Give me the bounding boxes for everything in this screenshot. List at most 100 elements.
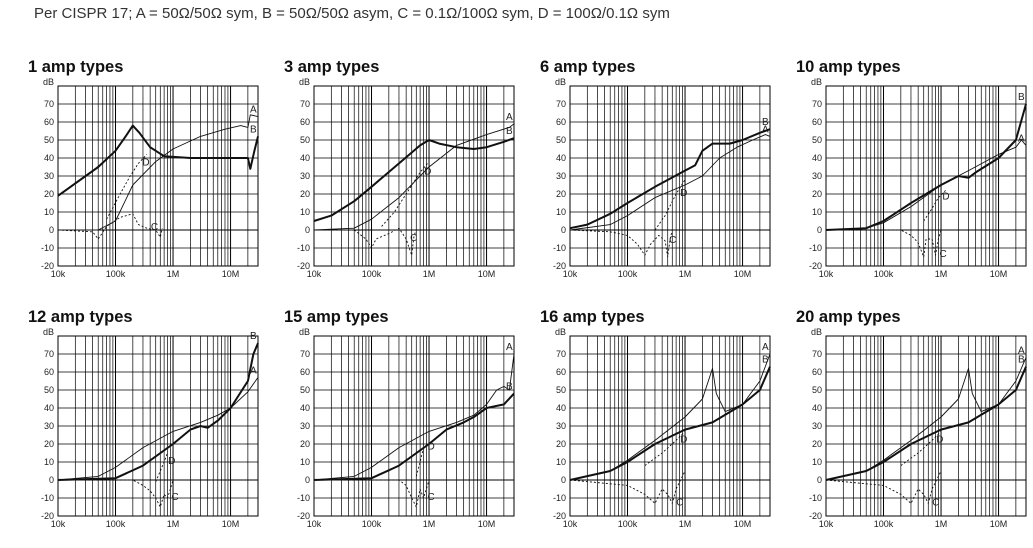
chart-15-amp: -20 -10 0 10 20 30 40 50 60 70 dB 10k 100k 1M 10M A B C D [297, 327, 515, 529]
y-tick-label: 60 [44, 367, 54, 377]
series-label-b: B [506, 126, 513, 137]
y-tick-label: 60 [812, 367, 822, 377]
y-tick-label: -10 [809, 493, 822, 503]
y-tick-label: 20 [300, 189, 310, 199]
y-axis-label: dB [811, 77, 822, 87]
series-line-a [569, 353, 771, 481]
series-line-b [825, 366, 1027, 481]
y-tick-label: 30 [556, 171, 566, 181]
chart-title: 1 amp types [28, 58, 124, 76]
y-tick-label: 40 [812, 403, 822, 413]
chart-title: 15 amp types [284, 308, 389, 326]
series-label-a: A [1018, 346, 1025, 357]
y-tick-label: -20 [809, 261, 822, 271]
y-tick-label: 10 [300, 207, 310, 217]
series-label-c: C [932, 497, 939, 508]
y-tick-label: 70 [44, 349, 54, 359]
y-tick-label: 30 [44, 421, 54, 431]
x-tick-label: 10k [307, 269, 322, 279]
y-axis-label: dB [555, 77, 566, 87]
series-line-d [644, 431, 686, 466]
series-line-b [57, 124, 259, 197]
series-label-c: C [669, 235, 676, 246]
x-tick-label: 10M [478, 269, 496, 279]
y-tick-label: 10 [556, 457, 566, 467]
chart-1-amp: -20 -10 0 10 20 30 40 50 60 70 dB 10k 100k 1M 10M AB C D [41, 77, 259, 279]
y-axis-label: dB [43, 77, 54, 87]
chart-title: 3 amp types [284, 58, 380, 76]
series-label-c: C [171, 492, 178, 503]
x-tick-label: 1M [679, 269, 692, 279]
x-tick-label: 1M [423, 269, 436, 279]
series-line-b [57, 342, 259, 481]
y-tick-label: 0 [817, 475, 822, 485]
y-tick-label: 20 [300, 439, 310, 449]
series-line-b [825, 103, 1027, 231]
y-tick-label: 70 [300, 99, 310, 109]
y-tick-label: 70 [44, 99, 54, 109]
x-tick-label: 1M [167, 269, 180, 279]
y-tick-label: 50 [812, 385, 822, 395]
series-line-b [569, 128, 771, 230]
page-title: Per CISPR 17; A = 50Ω/50Ω sym, B = 50Ω/5… [34, 5, 670, 22]
y-tick-label: 60 [44, 117, 54, 127]
x-tick-label: 1M [167, 519, 180, 529]
plot-frame [569, 85, 771, 267]
y-tick-label: -20 [297, 261, 310, 271]
y-tick-label: 10 [556, 207, 566, 217]
series-line-d [654, 179, 686, 231]
chart-title: 16 amp types [540, 308, 645, 326]
plot-frame [825, 335, 1027, 517]
x-tick-label: 10M [222, 519, 240, 529]
series-line-c [314, 227, 417, 256]
series-line-a [58, 114, 259, 231]
series-line-b [569, 366, 771, 481]
series-label-b: B [250, 124, 257, 135]
x-tick-label: 10k [51, 269, 66, 279]
plot-frame [57, 335, 259, 517]
series-label-b: B [762, 117, 769, 128]
y-tick-label: -10 [41, 243, 54, 253]
y-tick-label: -20 [553, 261, 566, 271]
series-label-d: D [680, 434, 687, 445]
plot-frame [825, 85, 1027, 267]
y-tick-label: -20 [809, 511, 822, 521]
series-line-d [900, 431, 942, 466]
x-tick-label: 100k [362, 519, 382, 529]
chart-16-amp: -20 -10 0 10 20 30 40 50 60 70 dB 10k 100k 1M 10M AB C D [553, 327, 771, 529]
y-tick-label: 20 [44, 439, 54, 449]
y-tick-label: 60 [812, 117, 822, 127]
series-label-c: C [939, 249, 946, 260]
y-tick-label: 10 [300, 457, 310, 467]
y-tick-label: 50 [556, 385, 566, 395]
x-tick-label: 100k [874, 269, 894, 279]
y-tick-label: -20 [553, 511, 566, 521]
series-label-d: D [142, 157, 149, 168]
y-tick-label: 40 [556, 403, 566, 413]
y-axis-label: dB [43, 327, 54, 337]
series-label-c: C [410, 233, 417, 244]
chart-title: 10 amp types [796, 58, 901, 76]
y-tick-label: 10 [44, 457, 54, 467]
chart-panel-10-amp: 10 amp types -20 -10 0 10 20 30 40 50 60 70 dB 10k 1… [796, 58, 1033, 298]
y-tick-label: 40 [556, 153, 566, 163]
y-tick-label: 70 [300, 349, 310, 359]
series-line-d [155, 452, 168, 482]
series-line-c [569, 470, 686, 504]
x-tick-label: 10M [478, 519, 496, 529]
y-tick-label: 0 [561, 225, 566, 235]
y-tick-label: 60 [300, 367, 310, 377]
y-tick-label: 30 [300, 421, 310, 431]
y-tick-label: 10 [44, 207, 54, 217]
y-tick-label: 40 [300, 403, 310, 413]
y-tick-label: 60 [300, 117, 310, 127]
series-label-b: B [1018, 355, 1025, 366]
series-label-a: A [762, 342, 769, 353]
series-label-c: C [427, 492, 434, 503]
x-tick-label: 100k [618, 519, 638, 529]
x-tick-label: 10k [563, 519, 578, 529]
y-tick-label: 50 [300, 135, 310, 145]
series-label-a: A [506, 112, 513, 123]
y-tick-label: 50 [44, 385, 54, 395]
